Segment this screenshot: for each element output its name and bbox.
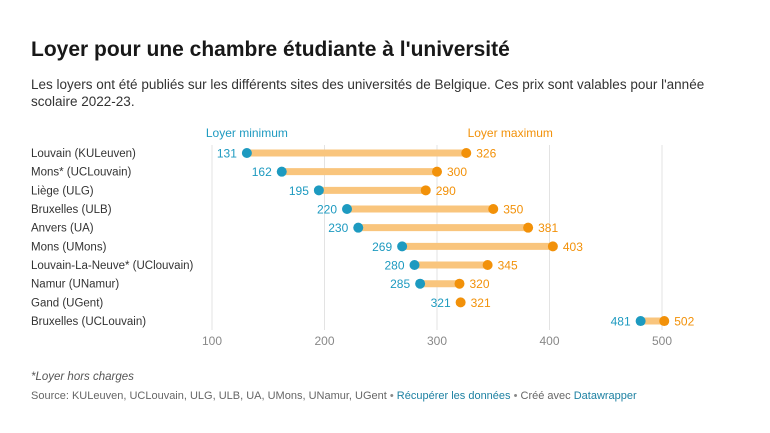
chart-title: Loyer pour une chambre étudiante à l'uni… xyxy=(31,38,510,61)
legend: Loyer minimum Loyer maximum xyxy=(206,126,553,140)
min-value-label: 481 xyxy=(611,315,631,329)
category-label: Anvers (UA) xyxy=(31,223,94,235)
category-label: Bruxelles (ULB) xyxy=(31,204,112,216)
min-dot xyxy=(397,241,408,252)
max-value-label: 326 xyxy=(476,147,496,161)
created-with-text: Créé avec xyxy=(520,390,574,402)
min-value-label: 230 xyxy=(328,221,348,235)
category-label: Bruxelles (UCLouvain) xyxy=(31,316,146,328)
min-dot xyxy=(313,185,324,196)
max-value-label: 320 xyxy=(470,277,490,291)
max-dot xyxy=(523,222,534,233)
download-data-link[interactable]: Récupérer les données xyxy=(396,390,511,402)
min-dot xyxy=(353,222,364,233)
separator: • xyxy=(510,390,521,402)
x-tick-label: 300 xyxy=(427,334,447,348)
x-tick-label: 100 xyxy=(202,334,222,348)
x-tick-label: 500 xyxy=(652,334,672,348)
max-dot xyxy=(432,166,442,177)
source-line: Source: KULeuven, UCLouvain, ULG, ULB, U… xyxy=(31,390,637,402)
max-dot xyxy=(547,241,558,252)
legend-min-label: Loyer minimum xyxy=(206,126,288,140)
max-dot xyxy=(461,148,472,158)
min-value-label: 195 xyxy=(289,184,309,198)
max-value-label: 502 xyxy=(674,315,694,329)
max-dot xyxy=(455,297,466,308)
max-dot xyxy=(482,260,493,271)
max-value-label: 290 xyxy=(436,184,456,198)
max-value-label: 321 xyxy=(471,296,491,310)
min-value-label: 285 xyxy=(390,277,410,291)
min-value-label: 162 xyxy=(252,165,272,179)
min-dot xyxy=(409,260,420,271)
source-text: Source: KULeuven, UCLouvain, ULG, ULB, U… xyxy=(31,390,387,402)
separator: • xyxy=(386,390,397,402)
datawrapper-link[interactable]: Datawrapper xyxy=(573,390,637,402)
max-dot xyxy=(488,204,499,215)
chart-rows: Louvain (KULeuven) 131 326 Mons* (UCLouvain… xyxy=(31,147,695,329)
max-dot xyxy=(659,316,670,327)
x-tick-label: 200 xyxy=(314,334,334,348)
grid-lines xyxy=(211,145,663,330)
category-label: Louvain (KULeuven) xyxy=(31,148,136,160)
min-value-label: 280 xyxy=(384,259,404,273)
category-label: Mons (UMons) xyxy=(31,241,107,253)
category-label: Mons* (UCLouvain) xyxy=(31,167,132,179)
max-value-label: 403 xyxy=(563,240,583,254)
min-value-label: 269 xyxy=(372,240,392,254)
min-dot xyxy=(276,166,287,177)
max-value-label: 345 xyxy=(498,259,518,273)
x-axis-ticks: 100 200 300 400 500 xyxy=(202,334,672,348)
category-label: Liège (ULG) xyxy=(31,185,94,197)
min-value-label: 131 xyxy=(217,147,237,161)
max-value-label: 350 xyxy=(503,203,523,217)
min-dot xyxy=(342,204,352,215)
min-value-label: 321 xyxy=(431,296,451,310)
max-value-label: 381 xyxy=(538,221,558,235)
max-dot xyxy=(454,278,465,289)
x-tick-label: 400 xyxy=(539,334,559,348)
min-dot xyxy=(415,278,426,289)
min-dot xyxy=(241,148,252,158)
category-label: Namur (UNamur) xyxy=(31,279,119,291)
legend-max-label: Loyer maximum xyxy=(468,126,553,140)
chart-subtitle: Les loyers ont été publiés sur les diffé… xyxy=(31,77,705,109)
max-dot xyxy=(420,185,431,196)
category-label: Gand (UGent) xyxy=(31,297,103,309)
max-value-label: 300 xyxy=(447,165,467,179)
min-dot xyxy=(635,316,646,327)
min-value-label: 220 xyxy=(317,203,337,217)
category-label: Louvain-La-Neuve* (UClouvain) xyxy=(31,260,194,272)
footnote: *Loyer hors charges xyxy=(31,371,134,383)
